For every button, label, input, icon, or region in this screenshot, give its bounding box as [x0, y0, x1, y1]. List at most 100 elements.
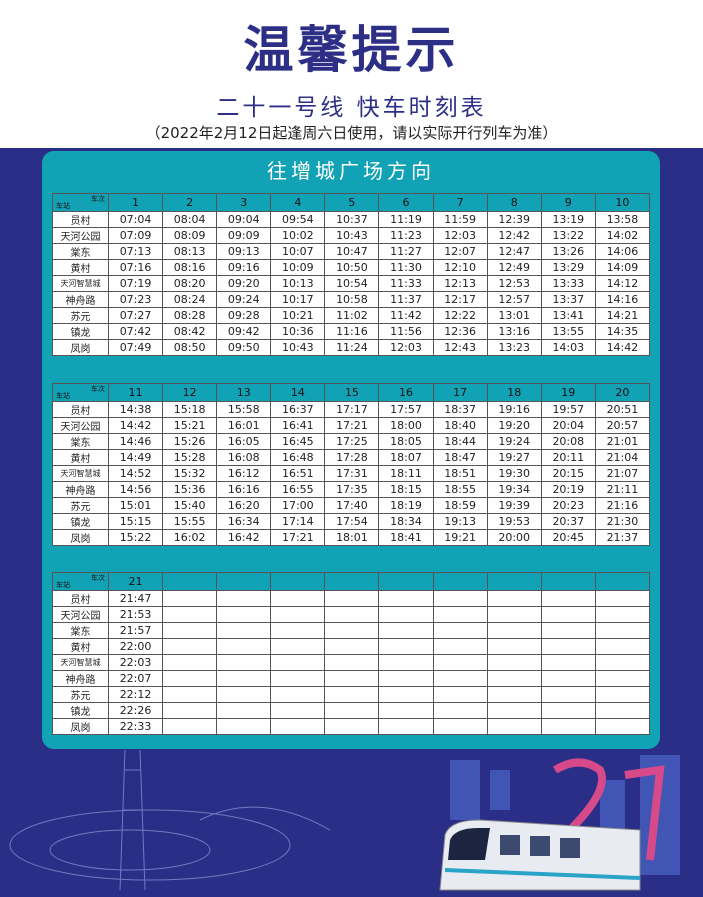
departure-time: 13:29: [540, 259, 596, 276]
departure-time: 17:21: [270, 529, 326, 546]
departure-time: 20:08: [540, 433, 596, 450]
departure-time: [594, 718, 651, 735]
station-name: 黄村: [52, 638, 109, 655]
departure-time: 09:50: [216, 339, 272, 356]
departure-time: [270, 590, 326, 607]
train-number: 18: [486, 383, 542, 402]
train-number: 19: [540, 383, 596, 402]
departure-time: 08:09: [162, 227, 218, 244]
departure-time: 11:24: [324, 339, 380, 356]
departure-time: 21:53: [107, 606, 164, 623]
train-number: [540, 572, 596, 591]
departure-time: 09:54: [270, 211, 326, 228]
departure-time: 22:00: [107, 638, 164, 655]
departure-time: 13:33: [540, 275, 596, 292]
departure-time: 18:07: [378, 449, 434, 466]
corner-cell: 车次 车站: [52, 193, 109, 212]
departure-time: [486, 686, 542, 703]
departure-time: 15:32: [162, 465, 218, 482]
departure-time: 17:21: [324, 417, 380, 434]
train-number: 1: [107, 193, 164, 212]
departure-time: 07:42: [107, 323, 164, 340]
train-number: 2: [162, 193, 218, 212]
departure-time: 20:45: [540, 529, 596, 546]
table-row: 凤岗 07:49 08:50 09:50 10:43 11:24 12:03 12:43 13:…: [52, 339, 651, 356]
train-number: 9: [540, 193, 596, 212]
departure-time: 07:27: [107, 307, 164, 324]
departure-time: [432, 686, 488, 703]
table-row: 苏元 15:01 15:40 16:20 17:00 17:40 18:19 18:59 19:…: [52, 497, 651, 514]
table-row: 天河公园 21:53: [52, 606, 651, 623]
departure-time: [162, 718, 218, 735]
departure-time: 10:09: [270, 259, 326, 276]
departure-time: 10:17: [270, 291, 326, 308]
train-number: 16: [378, 383, 434, 402]
departure-time: [270, 670, 326, 687]
departure-time: 09:28: [216, 307, 272, 324]
station-name: 天河公园: [52, 417, 109, 434]
departure-time: [486, 702, 542, 719]
station-label: 车站: [56, 202, 70, 210]
train-number: 4: [270, 193, 326, 212]
table-row: 员村 14:38 15:18 15:58 16:37 17:17 17:57 18:37 19:…: [52, 401, 651, 418]
departure-time: 15:15: [107, 513, 164, 530]
train-number: 11: [107, 383, 164, 402]
departure-time: 16:08: [216, 449, 272, 466]
departure-time: [378, 590, 434, 607]
departure-time: 16:48: [270, 449, 326, 466]
departure-time: 09:24: [216, 291, 272, 308]
departure-time: 16:41: [270, 417, 326, 434]
departure-time: 19:27: [486, 449, 542, 466]
station-name: 员村: [52, 211, 109, 228]
departure-time: 14:35: [594, 323, 651, 340]
station-name: 员村: [52, 401, 109, 418]
departure-time: 19:39: [486, 497, 542, 514]
departure-time: 10:47: [324, 243, 380, 260]
departure-time: [540, 590, 596, 607]
departure-time: 07:09: [107, 227, 164, 244]
departure-time: [486, 718, 542, 735]
departure-time: 18:15: [378, 481, 434, 498]
departure-time: [270, 702, 326, 719]
train-number: [432, 572, 488, 591]
departure-time: [216, 638, 272, 655]
departure-time: [540, 638, 596, 655]
departure-time: 18:00: [378, 417, 434, 434]
departure-time: 13:22: [540, 227, 596, 244]
station-name: 镇龙: [52, 323, 109, 340]
departure-time: 10:02: [270, 227, 326, 244]
departure-time: [432, 606, 488, 623]
departure-time: 21:57: [107, 622, 164, 639]
departure-time: 14:06: [594, 243, 651, 260]
departure-time: [162, 590, 218, 607]
table-row: 苏元 22:12: [52, 686, 651, 703]
departure-time: [378, 622, 434, 639]
table-row: 凤岗 22:33: [52, 718, 651, 735]
train-label: 车次: [91, 385, 105, 393]
departure-time: 17:35: [324, 481, 380, 498]
departure-time: 15:01: [107, 497, 164, 514]
train-number: 6: [378, 193, 434, 212]
decorative-illustration: [9, 750, 680, 891]
table-row: 镇龙 22:26: [52, 702, 651, 719]
departure-time: 22:26: [107, 702, 164, 719]
station-name: 苏元: [52, 307, 109, 324]
departure-time: 12:13: [432, 275, 488, 292]
departure-time: [324, 718, 380, 735]
departure-time: 19:34: [486, 481, 542, 498]
page-title: 温馨提示: [243, 21, 460, 79]
departure-time: 12:10: [432, 259, 488, 276]
departure-time: 15:28: [162, 449, 218, 466]
departure-time: 17:31: [324, 465, 380, 482]
departure-time: 13:23: [486, 339, 542, 356]
departure-time: [378, 654, 434, 671]
departure-time: 21:47: [107, 590, 164, 607]
station-name: 天河智慧城: [52, 654, 109, 671]
departure-time: [432, 622, 488, 639]
station-name: 镇龙: [52, 702, 109, 719]
departure-time: 17:25: [324, 433, 380, 450]
departure-time: 17:57: [378, 401, 434, 418]
train-number: 5: [324, 193, 380, 212]
departure-time: 11:33: [378, 275, 434, 292]
departure-time: [270, 638, 326, 655]
